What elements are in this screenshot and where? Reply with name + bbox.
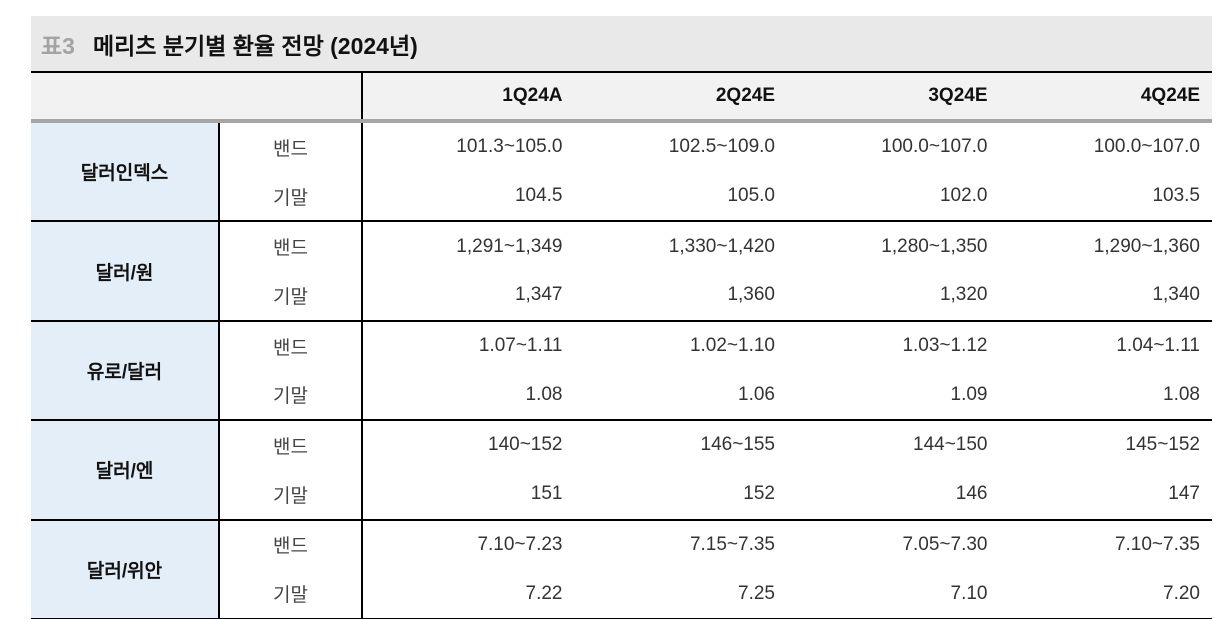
table-row: 달러/위안 밴드 7.10~7.23 7.15~7.35 7.05~7.30 7…	[31, 519, 1212, 619]
value-cell: 7.05~7.30	[902, 533, 988, 555]
value-cell: 1.02~1.10	[689, 335, 775, 357]
metric-label: 기말	[219, 370, 363, 422]
metric-label: 밴드	[219, 221, 363, 272]
header-quarter: 1Q24A	[362, 73, 575, 123]
value-cell: 152	[574, 469, 787, 521]
metric-label: 밴드	[219, 420, 363, 470]
metric-label: 기말	[219, 171, 363, 223]
header-corner	[31, 73, 363, 123]
value-cell: 1.08	[999, 370, 1212, 422]
value-cell: 1,340	[999, 271, 1212, 322]
value-cell: 1,330~1,420	[668, 235, 775, 257]
value-cell: 102.5~109.0	[668, 136, 775, 158]
value-cell: 1.06	[574, 370, 787, 422]
value-cell: 105.0	[574, 171, 787, 223]
currency-label: 달러/원	[31, 221, 220, 322]
value-cell: 7.22	[362, 569, 575, 619]
table-row: 달러/원 밴드 1,291~1,349 1,330~1,420 1,280~1,…	[31, 221, 1212, 322]
value-cell: 1.07~1.11	[478, 335, 563, 357]
value-cell: 104.5	[362, 171, 575, 223]
table-row: 기말 104.5 105.0 102.0 103.5	[31, 171, 1212, 223]
metric-label: 밴드	[219, 519, 363, 570]
value-cell: 146	[787, 469, 1000, 521]
currency-label: 달러인덱스	[31, 121, 220, 223]
value-cell: 1,291~1,349	[456, 235, 563, 257]
header-quarter: 2Q24E	[574, 73, 787, 123]
value-cell: 103.5	[999, 171, 1212, 223]
value-cell: 7.10~7.23	[477, 533, 563, 555]
value-cell: 1,360	[574, 271, 787, 322]
metric-label: 기말	[219, 469, 363, 521]
table-row: 유로/달러 밴드 1.07~1.11 1.02~1.10 1.03~1.12 1…	[31, 320, 1212, 422]
value-cell: 1.03~1.12	[902, 335, 988, 357]
value-cell: 7.10	[787, 569, 1000, 619]
value-cell: 1.08	[362, 370, 575, 422]
value-cell: 147	[999, 469, 1212, 521]
table-row: 기말 7.22 7.25 7.10 7.20	[31, 569, 1212, 619]
value-cell: 7.20	[999, 569, 1212, 619]
table-row: 달러/엔 밴드 140~152 146~155 144~150 145~152	[31, 420, 1212, 521]
value-cell: 100.0~107.0	[1093, 136, 1200, 158]
header-quarter: 4Q24E	[999, 73, 1212, 123]
value-cell: 1,320	[787, 271, 1000, 322]
table-number: 표3	[41, 32, 75, 59]
metric-label: 기말	[219, 271, 363, 322]
value-cell: 151	[362, 469, 575, 521]
value-cell: 140~152	[488, 434, 563, 456]
fx-forecast-table-figure: 표3 메리츠 분기별 환율 전망 (2024년) 1Q24A 2Q24E 3Q2…	[31, 16, 1212, 619]
currency-label: 달러/위안	[31, 519, 220, 619]
table-row: 기말 1,347 1,360 1,320 1,340	[31, 271, 1212, 322]
value-cell: 146~155	[700, 434, 776, 456]
metric-label: 밴드	[219, 121, 363, 172]
currency-label: 유로/달러	[31, 320, 220, 422]
table-title-text: 메리츠 분기별 환율 전망 (2024년)	[92, 32, 418, 59]
table-title: 표3 메리츠 분기별 환율 전망 (2024년)	[31, 16, 1212, 73]
value-cell: 1.04~1.11	[1116, 335, 1200, 357]
value-cell: 1,290~1,360	[1093, 235, 1200, 257]
table-row: 달러인덱스 밴드 101.3~105.0 102.5~109.0 100.0~1…	[31, 121, 1212, 223]
value-cell: 7.25	[574, 569, 787, 619]
table-row: 기말 151 152 146 147	[31, 469, 1212, 521]
value-cell: 1,280~1,350	[881, 235, 988, 257]
value-cell: 145~152	[1125, 434, 1201, 456]
metric-label: 밴드	[219, 320, 363, 371]
value-cell: 102.0	[787, 171, 1000, 223]
currency-label: 달러/엔	[31, 420, 220, 521]
fx-forecast-table: 1Q24A 2Q24E 3Q24E 4Q24E 달러인덱스 밴드 101.3~1…	[31, 73, 1212, 619]
header-row: 1Q24A 2Q24E 3Q24E 4Q24E	[31, 73, 1212, 123]
value-cell: 7.15~7.35	[689, 533, 775, 555]
table-row: 기말 1.08 1.06 1.09 1.08	[31, 370, 1212, 422]
value-cell: 101.3~105.0	[456, 136, 563, 158]
value-cell: 7.10~7.35	[1114, 533, 1200, 555]
header-quarter: 3Q24E	[787, 73, 1000, 123]
value-cell: 100.0~107.0	[881, 136, 988, 158]
value-cell: 1.09	[787, 370, 1000, 422]
value-cell: 1,347	[362, 271, 575, 322]
metric-label: 기말	[219, 569, 363, 619]
value-cell: 144~150	[913, 434, 988, 456]
